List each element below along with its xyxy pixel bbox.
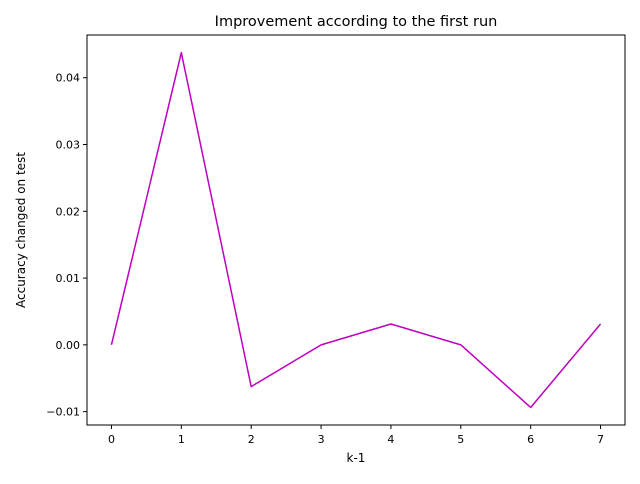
- x-ticks: 0 1 2 3 4 5 6 7: [108, 425, 604, 446]
- x-tick-label: 2: [248, 433, 255, 446]
- y-axis-label: Accuracy changed on test: [14, 152, 28, 308]
- y-tick-label: 0.03: [56, 139, 81, 152]
- plot-area: [110, 51, 602, 409]
- series-line: [110, 51, 602, 409]
- chart-title: Improvement according to the first run: [215, 14, 498, 30]
- y-tick-label: 0.01: [56, 272, 81, 285]
- x-axis-label: k-1: [347, 451, 366, 465]
- y-tick-label: −0.01: [46, 406, 80, 419]
- y-tick-label: 0.02: [56, 205, 81, 218]
- x-tick-label: 4: [387, 433, 394, 446]
- x-tick-label: 5: [457, 433, 464, 446]
- axes-frame: [86, 34, 626, 426]
- x-tick-label: 1: [178, 433, 185, 446]
- x-tick-label: 0: [108, 433, 115, 446]
- y-ticks: −0.01 0.00 0.01 0.02 0.03 0.04: [46, 72, 87, 419]
- x-tick-label: 3: [318, 433, 325, 446]
- y-tick-label: 0.04: [56, 72, 81, 85]
- x-tick-label: 6: [527, 433, 534, 446]
- y-tick-label: 0.00: [56, 339, 81, 352]
- x-tick-label: 7: [597, 433, 604, 446]
